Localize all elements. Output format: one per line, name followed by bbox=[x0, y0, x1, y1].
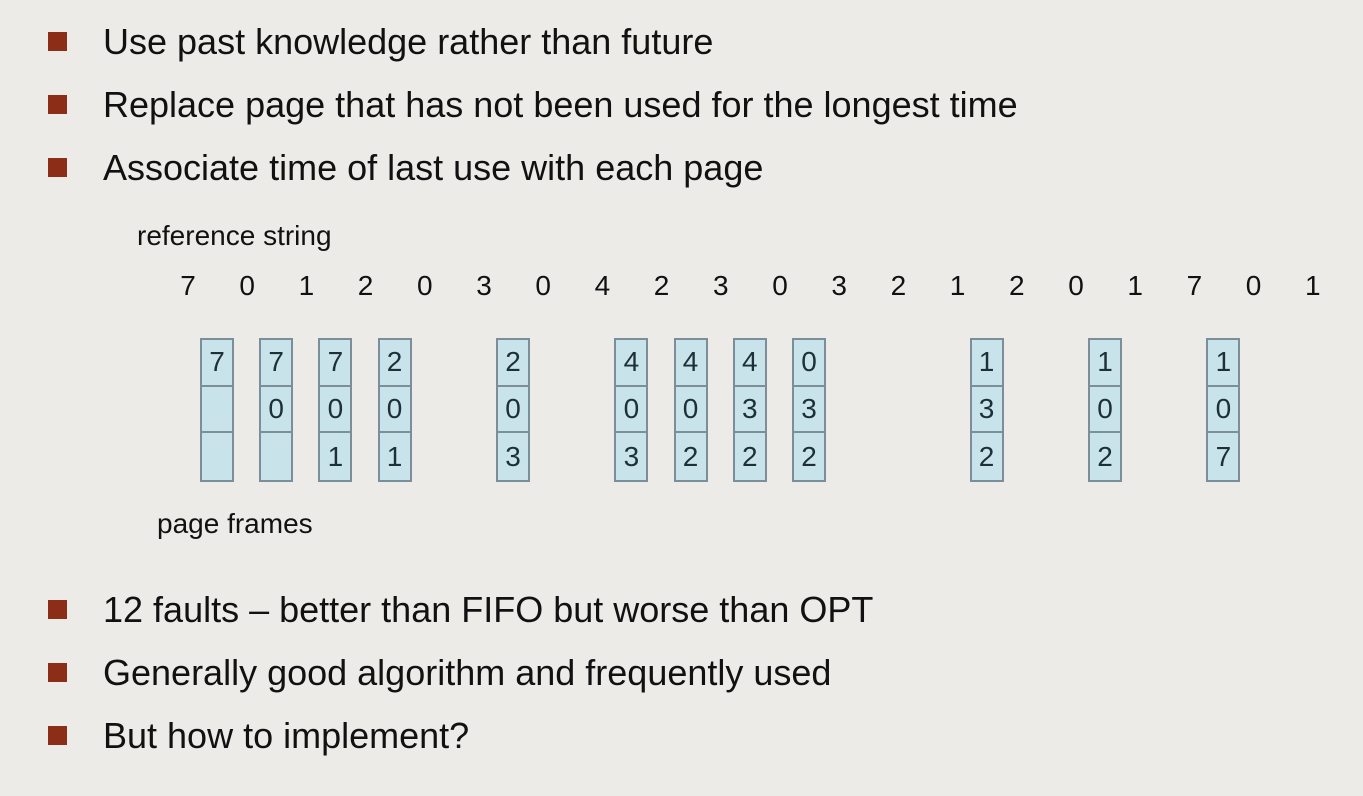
reference-number: 1 bbox=[1127, 270, 1143, 301]
frame-cell: 7 bbox=[261, 340, 292, 387]
square-bullet-icon bbox=[48, 663, 67, 682]
reference-number: 0 bbox=[1068, 270, 1084, 301]
frame-cell: 1 bbox=[1090, 340, 1120, 387]
reference-number: 2 bbox=[1009, 270, 1025, 301]
reference-number: 4 bbox=[594, 270, 611, 301]
square-bullet-icon bbox=[48, 600, 67, 619]
reference-number: 7 bbox=[180, 270, 196, 301]
bullet-text: But how to implement? bbox=[103, 714, 470, 756]
frame-cell: 0 bbox=[261, 387, 292, 434]
frame-cell: 1 bbox=[1208, 340, 1239, 387]
frame-cell: 3 bbox=[794, 387, 824, 434]
reference-number: 0 bbox=[535, 270, 551, 301]
frame-cell: 7 bbox=[1215, 440, 1232, 472]
reference-number: 1 bbox=[949, 270, 966, 301]
bottom-bullet-list: 12 faults – better than FIFO but worse t… bbox=[48, 578, 1338, 767]
bullet-item: Use past knowledge rather than future bbox=[48, 10, 1338, 73]
reference-number: 0 bbox=[772, 270, 788, 301]
bullet-item: Replace page that has not been used for … bbox=[48, 73, 1338, 136]
frame-cell: 4 bbox=[734, 340, 765, 387]
frame-cell: 3 bbox=[971, 387, 1002, 434]
frame-cell bbox=[202, 433, 232, 480]
reference-number: 0 bbox=[417, 270, 433, 301]
frame-cell: 4 bbox=[616, 340, 647, 387]
square-bullet-icon bbox=[48, 32, 67, 51]
frame-cell: 2 bbox=[1097, 440, 1113, 472]
frame-cell: 0 bbox=[794, 340, 824, 387]
reference-number: 7 bbox=[1186, 270, 1203, 301]
reference-number: 2 bbox=[890, 270, 907, 301]
reference-number: 2 bbox=[653, 270, 670, 301]
frame-cell: 0 bbox=[1208, 387, 1239, 434]
reference-number: 3 bbox=[831, 270, 847, 301]
bullet-item: Generally good algorithm and frequently … bbox=[48, 641, 1338, 704]
bullet-item: 12 faults – better than FIFO but worse t… bbox=[48, 578, 1338, 641]
frame-cell bbox=[261, 433, 291, 480]
reference-string-label: reference string bbox=[137, 220, 332, 251]
frame-column: 7 bbox=[200, 338, 234, 482]
bullet-item: But how to implement? bbox=[48, 704, 1338, 767]
reference-number: 3 bbox=[476, 270, 492, 301]
frame-cell: 2 bbox=[801, 440, 817, 472]
bullet-item: Associate time of last use with each pag… bbox=[48, 136, 1338, 199]
reference-number: 2 bbox=[357, 270, 374, 301]
frame-cell bbox=[202, 387, 232, 434]
reference-number: 0 bbox=[239, 270, 255, 301]
bullet-text: Use past knowledge rather than future bbox=[103, 20, 714, 62]
frame-cell: 0 bbox=[1090, 387, 1120, 434]
frame-cell: 4 bbox=[675, 340, 706, 387]
frame-cell: 3 bbox=[623, 440, 640, 472]
frame-cell: 2 bbox=[379, 340, 410, 387]
top-bullet-list: Use past knowledge rather than future Re… bbox=[48, 10, 1338, 199]
frame-cell: 1 bbox=[386, 440, 403, 472]
bullet-text: Replace page that has not been used for … bbox=[103, 83, 1018, 125]
frame-cell: 3 bbox=[505, 440, 521, 472]
frame-cell: 3 bbox=[734, 387, 765, 434]
frame-cell: 7 bbox=[320, 340, 351, 387]
frame-cell: 1 bbox=[327, 440, 344, 472]
bullet-text: 12 faults – better than FIFO but worse t… bbox=[103, 588, 874, 630]
frame-cell: 0 bbox=[498, 387, 528, 434]
frame-cell: 2 bbox=[978, 440, 995, 472]
frame-cell: 7 bbox=[202, 340, 232, 387]
reference-number: 0 bbox=[1245, 270, 1262, 301]
frame-cell: 2 bbox=[498, 340, 528, 387]
bullet-text: Associate time of last use with each pag… bbox=[103, 146, 764, 188]
reference-number: 1 bbox=[298, 270, 315, 301]
square-bullet-icon bbox=[48, 726, 67, 745]
frame-cell: 0 bbox=[616, 387, 647, 434]
reference-number: 3 bbox=[713, 270, 729, 301]
page-frames-label: page frames bbox=[157, 508, 313, 539]
frame-cell: 0 bbox=[320, 387, 351, 434]
bullet-text: Generally good algorithm and frequently … bbox=[103, 651, 832, 693]
frame-cell: 0 bbox=[675, 387, 706, 434]
square-bullet-icon bbox=[48, 95, 67, 114]
reference-number: 1 bbox=[1305, 270, 1321, 301]
frame-cell: 1 bbox=[971, 340, 1002, 387]
frame-cell: 0 bbox=[379, 387, 410, 434]
frame-cell: 2 bbox=[742, 440, 758, 472]
frame-cell: 2 bbox=[682, 440, 699, 472]
square-bullet-icon bbox=[48, 158, 67, 177]
reference-string: 7 0 1 2 0 3 0 4 2 3 0 3 2 1 2 0 1 7 0 1 bbox=[170, 270, 1340, 310]
